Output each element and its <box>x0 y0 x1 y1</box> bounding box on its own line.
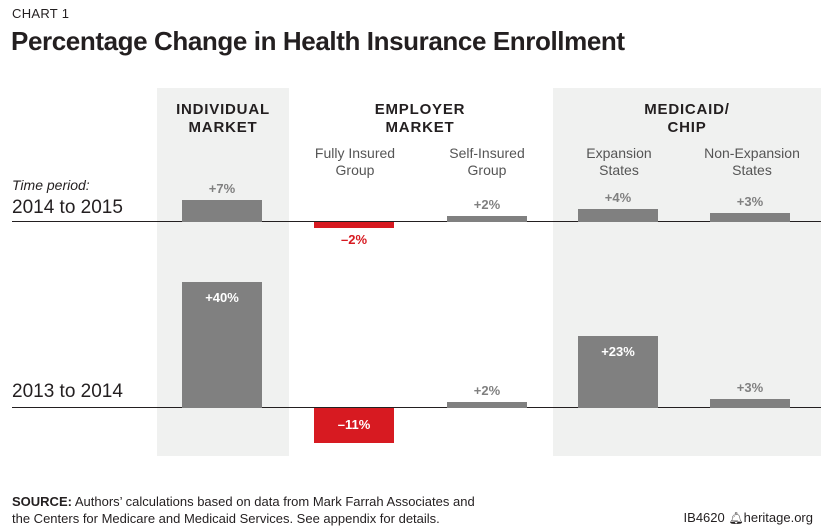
subgroup-line2: Group <box>467 162 507 178</box>
group-header-line2: CHIP <box>667 119 707 136</box>
subgroup-line2: States <box>599 162 639 178</box>
value-label-self-insured-2013-2014: +2% <box>473 382 501 398</box>
value-label-individual-2013-2014: +40% <box>205 290 239 305</box>
subgroup-expansion: Expansion States <box>564 145 674 179</box>
group-header-line2: MARKET <box>188 119 258 136</box>
bar-expansion-2013-2014 <box>578 335 658 408</box>
subgroup-fully-insured: Fully Insured Group <box>300 145 410 179</box>
subgroup-line1: Non-Expansion <box>704 145 800 161</box>
subgroup-line2: Group <box>335 162 375 178</box>
subgroup-line2: States <box>732 162 772 178</box>
group-header-employer: EMPLOYER MARKET <box>320 101 520 137</box>
value-label-self-insured-2014-2015: +2% <box>473 196 501 212</box>
subgroup-line1: Self-Insured <box>449 145 525 161</box>
group-header-individual: INDIVIDUAL MARKET <box>157 101 289 137</box>
source-text-line2: the Centers for Medicare and Medicaid Se… <box>12 511 440 526</box>
subgroup-line1: Expansion <box>586 145 652 161</box>
value-label-individual-2014-2015: +7% <box>208 180 236 196</box>
subgroup-self-insured: Self-Insured Group <box>432 145 542 179</box>
group-header-line1: EMPLOYER <box>374 101 466 118</box>
bar-non-expansion-2014-2015 <box>710 212 790 222</box>
value-label-expansion-2014-2015: +4% <box>604 190 632 206</box>
time-period-label: Time period: <box>12 177 90 193</box>
baseline-2014-2015 <box>12 221 821 222</box>
bell-icon: 🔔︎ <box>728 511 744 525</box>
value-label-fully-insured-2013-2014: –11% <box>337 417 371 433</box>
value-label-fully-insured-2014-2015: –2% <box>340 232 368 248</box>
source-text: Authors’ calculations based on data from… <box>71 494 475 509</box>
source-note: SOURCE: Authors’ calculations based on d… <box>12 493 475 527</box>
value-label-non-expansion-2013-2014: +3% <box>736 379 764 395</box>
group-header-line2: MARKET <box>385 119 455 136</box>
bar-fully-insured-2013-2014 <box>314 408 394 443</box>
bar-fully-insured-2014-2015 <box>314 222 394 229</box>
footer-credit: IB4620 🔔︎heritage.org <box>684 510 813 525</box>
bar-self-insured-2014-2015 <box>447 215 527 222</box>
bar-individual-2014-2015 <box>182 199 262 222</box>
value-label-expansion-2013-2014: +23% <box>601 343 635 359</box>
chart-title: Percentage Change in Health Insurance En… <box>11 26 625 56</box>
chart-kicker: CHART 1 <box>12 6 70 21</box>
bar-expansion-2014-2015 <box>578 209 658 222</box>
subgroup-non-expansion: Non-Expansion States <box>693 145 811 179</box>
value-label-non-expansion-2014-2015: +3% <box>736 193 764 209</box>
period-label-2014-2015: 2014 to 2015 <box>12 197 123 218</box>
source-label: SOURCE: <box>12 494 72 509</box>
bar-individual-2013-2014 <box>182 282 262 408</box>
bar-non-expansion-2013-2014 <box>710 398 790 408</box>
group-header-line1: MEDICAID/ <box>644 101 730 118</box>
site-name: heritage.org <box>743 510 813 525</box>
period-label-2013-2014: 2013 to 2014 <box>12 381 123 402</box>
baseline-2013-2014 <box>12 407 821 408</box>
report-id: IB4620 <box>683 510 725 525</box>
bar-self-insured-2013-2014 <box>447 401 527 408</box>
subgroup-line1: Fully Insured <box>314 145 396 161</box>
group-header-line1: INDIVIDUAL <box>176 101 270 118</box>
group-header-medicaid: MEDICAID/ CHIP <box>553 101 821 137</box>
